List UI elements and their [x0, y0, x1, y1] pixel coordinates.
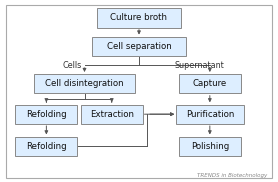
Text: Cells: Cells [63, 61, 82, 70]
Text: Culture broth: Culture broth [110, 13, 168, 22]
Text: Polishing: Polishing [191, 142, 229, 151]
FancyBboxPatch shape [91, 37, 187, 56]
FancyBboxPatch shape [15, 104, 78, 124]
Text: Refolding: Refolding [26, 110, 67, 119]
FancyBboxPatch shape [179, 137, 241, 156]
FancyBboxPatch shape [176, 104, 244, 124]
FancyBboxPatch shape [97, 8, 181, 27]
FancyBboxPatch shape [81, 104, 143, 124]
Text: Supernatant: Supernatant [174, 61, 224, 70]
FancyBboxPatch shape [34, 74, 135, 94]
Text: Extraction: Extraction [90, 110, 134, 119]
FancyBboxPatch shape [179, 74, 241, 94]
Text: Capture: Capture [193, 79, 227, 88]
Text: Purification: Purification [186, 110, 234, 119]
FancyBboxPatch shape [15, 137, 78, 156]
Text: Refolding: Refolding [26, 142, 67, 151]
Text: TRENDS in Biotechnology: TRENDS in Biotechnology [197, 173, 267, 177]
Text: Cell disintegration: Cell disintegration [45, 79, 124, 88]
Text: Cell separation: Cell separation [107, 42, 171, 51]
